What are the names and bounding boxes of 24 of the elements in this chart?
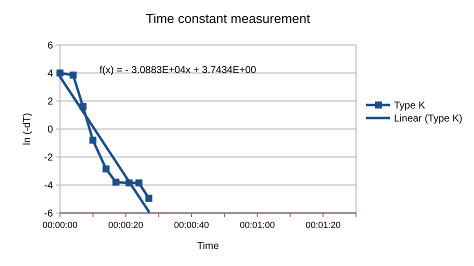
x-axis-title: Time — [197, 241, 220, 252]
point — [89, 136, 96, 144]
annotation: f(x) = - 3.0883E+04x + 3.7434E+00 — [99, 65, 257, 76]
y-axis-title: ln (-dT) — [22, 112, 33, 146]
x-tick-label: 00:00:20 — [108, 220, 144, 230]
y-tick-label: 2 — [47, 96, 54, 108]
x-tick-label: 00:00:00 — [42, 220, 78, 230]
x-tick-label: 00:01:20 — [306, 220, 341, 230]
y-tick-label: 4 — [47, 68, 54, 80]
point — [145, 194, 152, 202]
point — [102, 165, 110, 172]
point — [70, 72, 77, 79]
point — [112, 178, 120, 186]
legend-label: Type K — [394, 100, 426, 112]
y-tick-label: -6 — [44, 208, 54, 220]
point — [135, 179, 142, 186]
y-tick-label: -4 — [44, 180, 54, 192]
y-tick-label: 6 — [47, 40, 54, 52]
y-tick-label: 0 — [47, 124, 54, 136]
legend-label: Linear (Type K) — [394, 114, 462, 124]
y-tick-label: -2 — [44, 152, 54, 164]
chart-title: Time constant measurement — [146, 11, 311, 26]
x-tick-label: 00:01:00 — [240, 220, 275, 230]
x-tick-label: 00:00:40 — [174, 220, 210, 230]
